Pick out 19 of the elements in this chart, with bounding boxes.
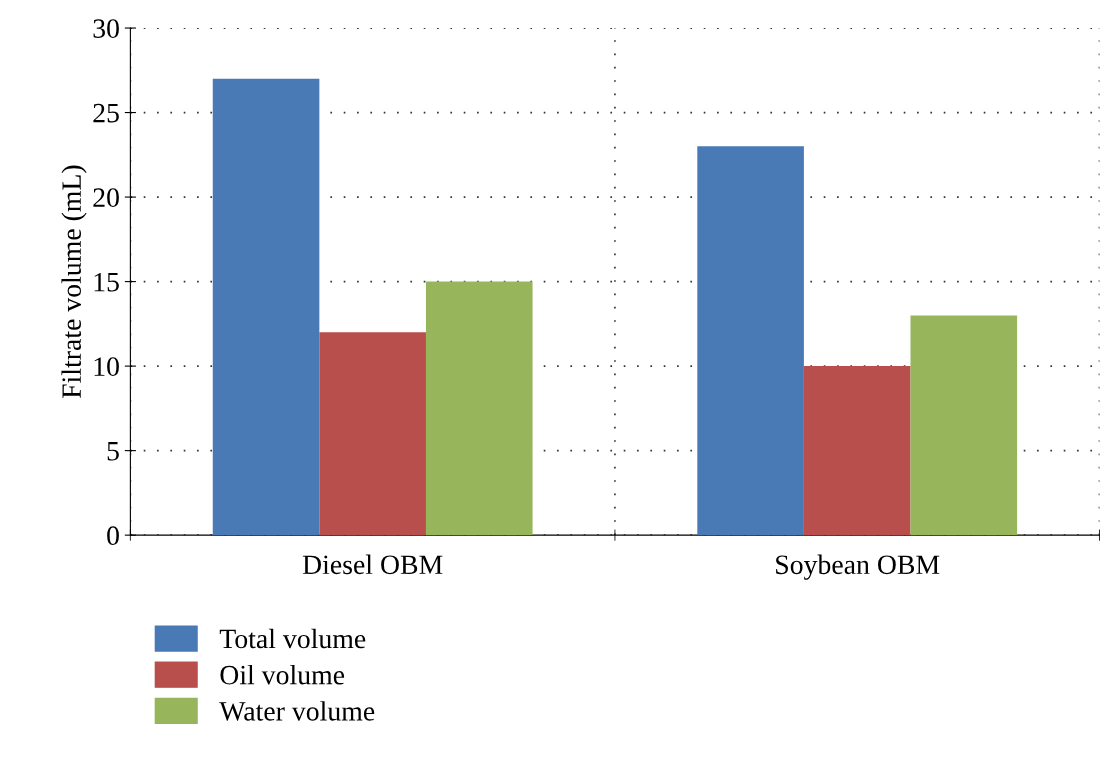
y-tick-label: 0: [107, 526, 119, 546]
bar: [697, 146, 804, 536]
y-tick-label: 20: [93, 188, 119, 207]
y-tick-label: 15: [94, 272, 119, 292]
legend-label: Total volume: [219, 628, 366, 649]
x-tick-label: Diesel OBM: [302, 554, 443, 575]
y-axis-title: Filtrate volume (mL): [61, 165, 87, 399]
legend-label: Oil volume: [220, 664, 345, 685]
legend-label: Water volume: [219, 701, 375, 721]
bar: [910, 315, 1018, 536]
bar: [425, 281, 533, 536]
bar: [319, 332, 426, 536]
y-tick-label: 5: [107, 442, 119, 461]
x-tick-label: Soybean OBM: [776, 554, 940, 580]
y-tick-label: 25: [93, 103, 119, 123]
bar: [803, 366, 911, 536]
y-tick-label: 30: [93, 19, 119, 38]
y-tick-label: 10: [94, 357, 119, 377]
bar: [212, 78, 320, 536]
